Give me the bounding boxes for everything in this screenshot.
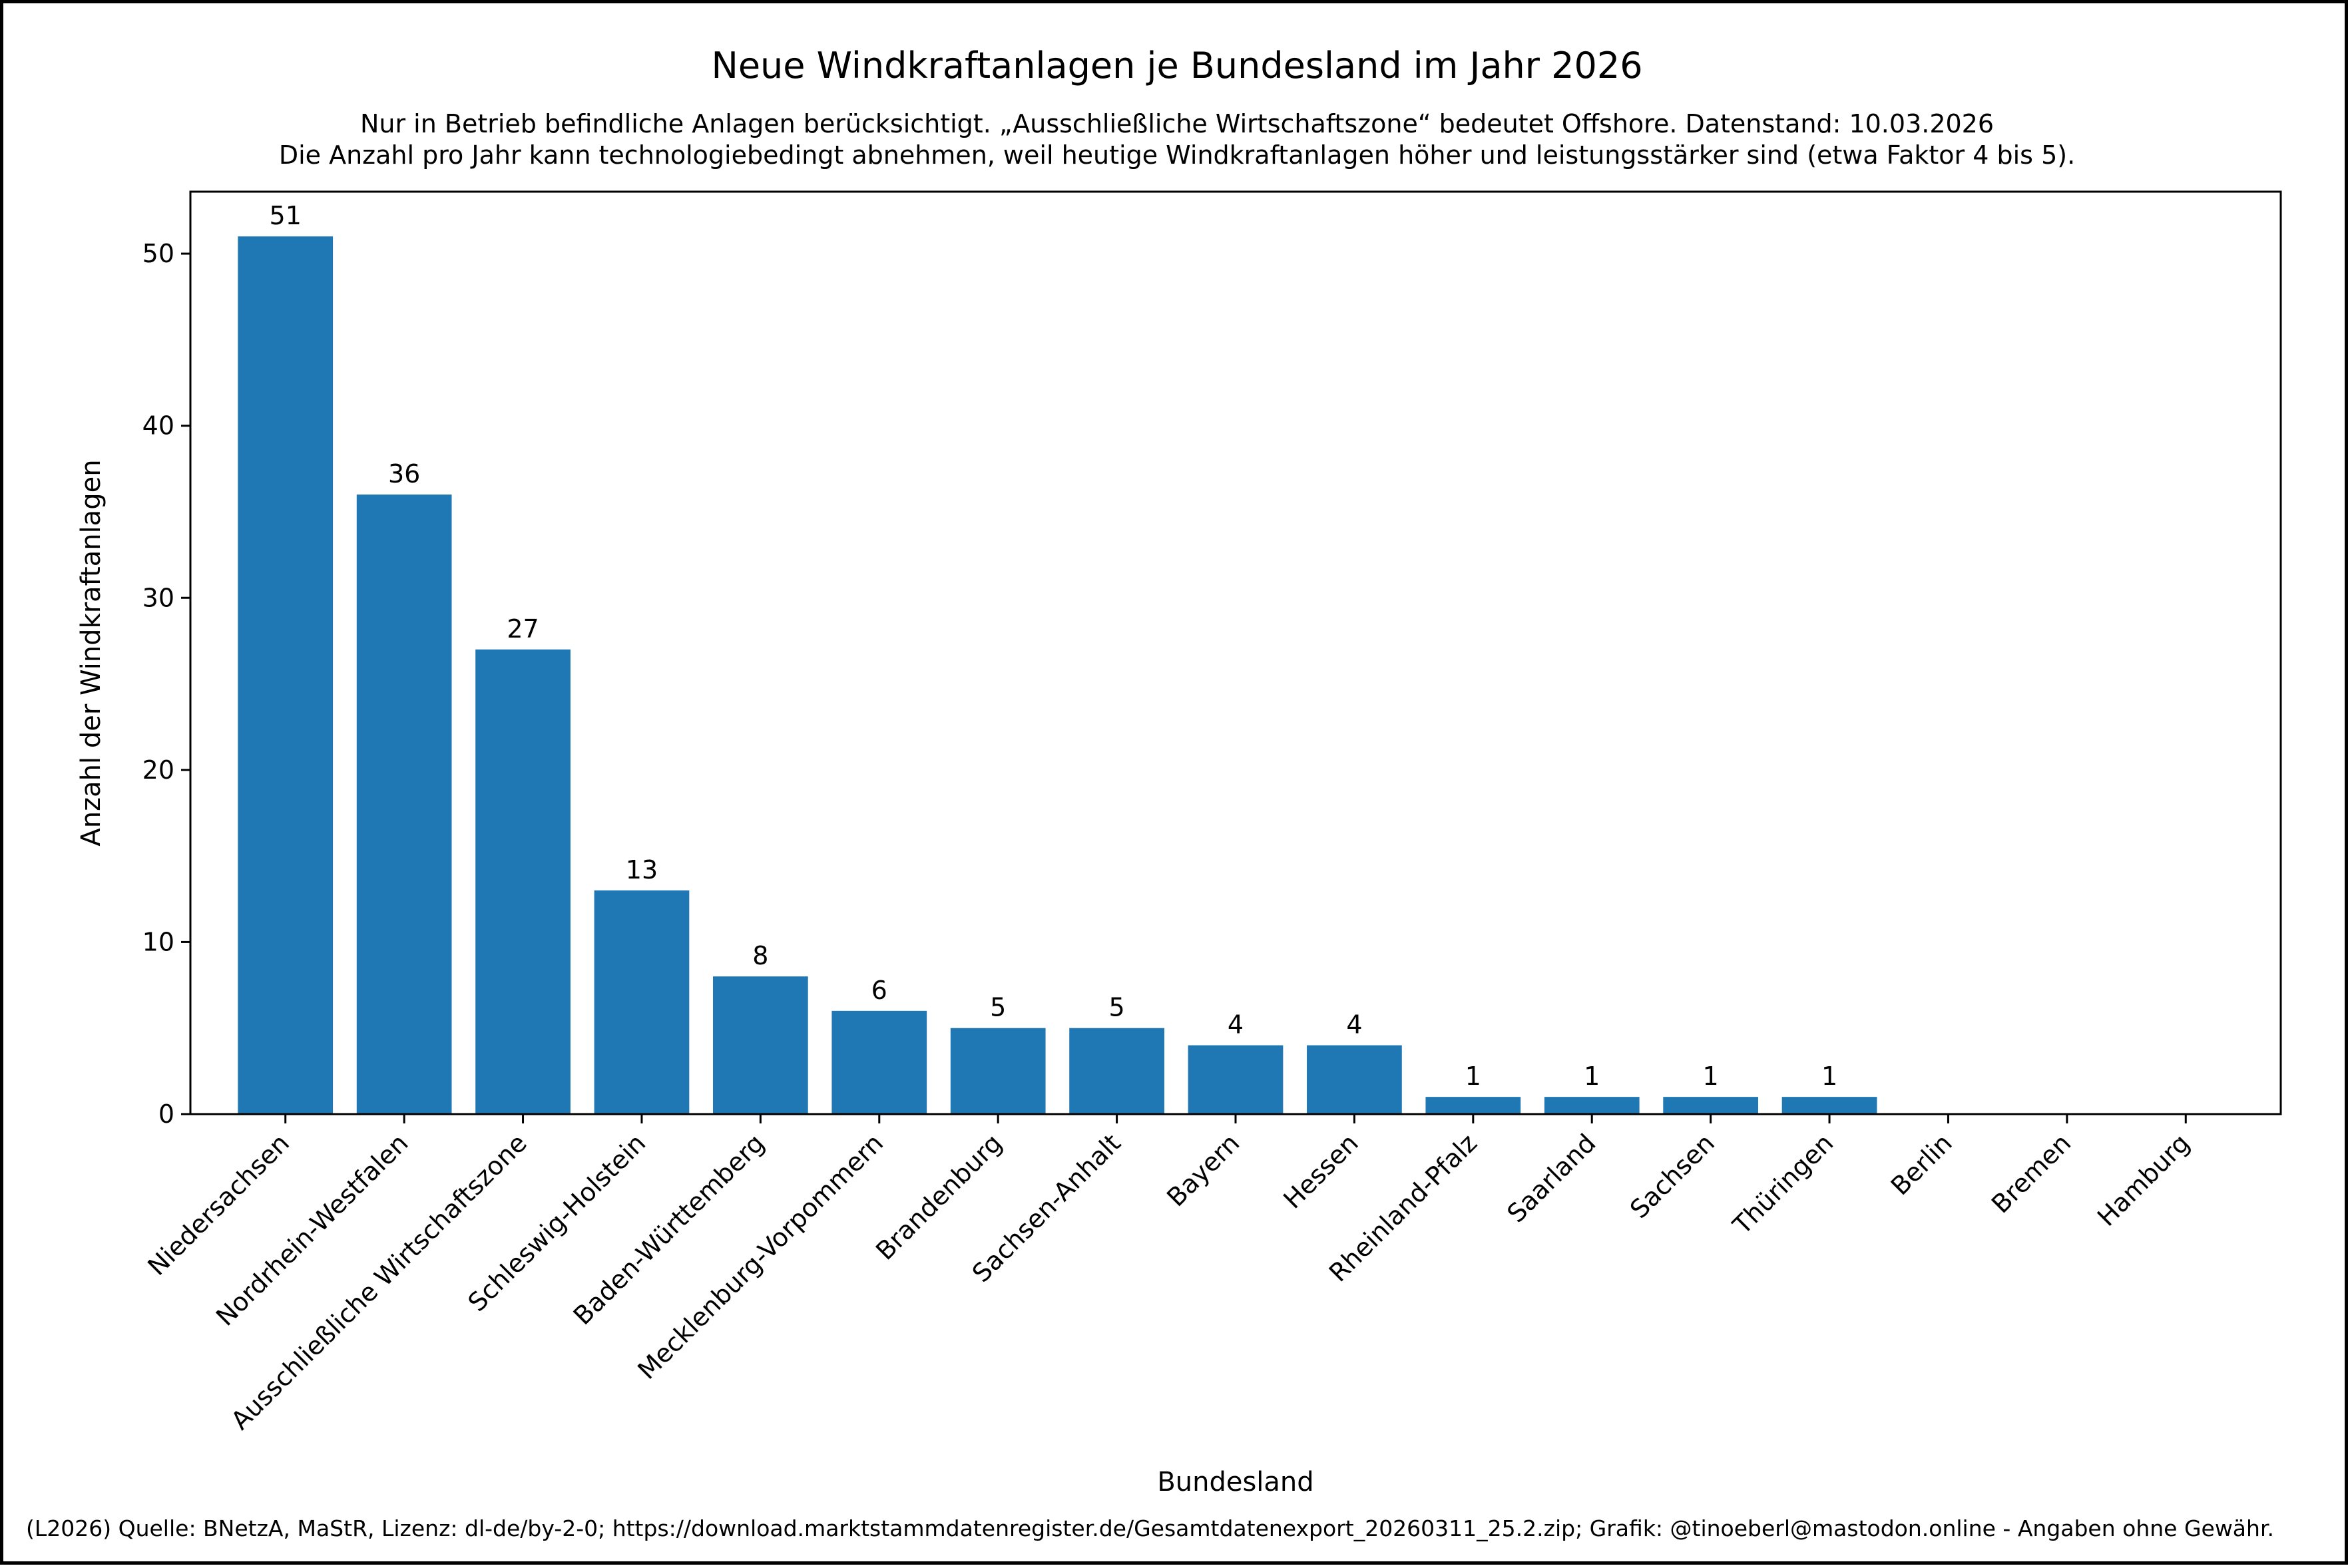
bar bbox=[1307, 1045, 1402, 1114]
y-tick-label: 20 bbox=[142, 755, 174, 785]
bar bbox=[1544, 1097, 1640, 1114]
bar bbox=[1663, 1097, 1758, 1114]
chart-subtitle-line-2: Die Anzahl pro Jahr kann technologiebedi… bbox=[279, 140, 2075, 170]
y-tick-label: 30 bbox=[142, 583, 174, 612]
bar bbox=[1425, 1097, 1521, 1114]
bar-chart: Neue Windkraftanlagen je Bundesland im J… bbox=[26, 45, 2282, 1541]
y-tick-label: 40 bbox=[142, 411, 174, 441]
bar-value-label: 5 bbox=[1108, 993, 1124, 1022]
chart-subtitle-line-1: Nur in Betrieb befindliche Anlagen berüc… bbox=[360, 109, 1994, 138]
bar bbox=[594, 890, 690, 1114]
bar bbox=[950, 1028, 1046, 1114]
bar-value-label: 51 bbox=[270, 201, 302, 230]
chart-title: Neue Windkraftanlagen je Bundesland im J… bbox=[711, 45, 1642, 87]
source-footer: (L2026) Quelle: BNetzA, MaStR, Lizenz: d… bbox=[26, 1515, 2274, 1541]
x-tick-label: Saarland bbox=[1501, 1128, 1601, 1228]
x-tick-label: Baden-Württemberg bbox=[568, 1128, 770, 1330]
x-axis-label: Bundesland bbox=[1157, 1467, 1313, 1497]
bar-value-label: 5 bbox=[990, 993, 1006, 1022]
x-tick-label: Bremen bbox=[1986, 1128, 2076, 1219]
x-tick-label: Hessen bbox=[1278, 1128, 1363, 1214]
y-tick-label: 0 bbox=[158, 1099, 174, 1129]
plot-area-frame bbox=[189, 190, 2282, 1115]
x-axis-ticks: NiedersachsenNordrhein-WestfalenAusschli… bbox=[142, 1114, 2196, 1436]
bar-value-label: 4 bbox=[1346, 1010, 1362, 1040]
bar-value-label: 27 bbox=[507, 614, 539, 644]
y-tick-label: 50 bbox=[142, 239, 174, 268]
x-tick-label: Berlin bbox=[1885, 1128, 1958, 1201]
bar bbox=[1781, 1097, 1877, 1114]
bar-value-label: 8 bbox=[752, 941, 768, 970]
x-tick-label: Hamburg bbox=[2092, 1128, 2196, 1232]
x-tick-label: Bayern bbox=[1161, 1128, 1245, 1212]
bar-value-label: 1 bbox=[1465, 1062, 1481, 1091]
bar-value-label: 4 bbox=[1228, 1010, 1244, 1040]
bar-value-label: 6 bbox=[871, 976, 887, 1005]
bar-data-labels: 51 36 27 13 8 6 5 5 4 4 1 1 1 1 bbox=[270, 201, 1838, 1091]
bar bbox=[831, 1010, 927, 1114]
bar-series bbox=[238, 236, 1877, 1115]
x-tick-label: Nordrhein-Westfalen bbox=[210, 1128, 414, 1332]
bar bbox=[713, 976, 808, 1114]
y-axis-ticks: 0 10 20 30 40 50 bbox=[142, 239, 190, 1129]
x-tick-label: Thüringen bbox=[1727, 1128, 1839, 1240]
y-tick-label: 10 bbox=[142, 927, 174, 956]
x-tick-label: Brandenburg bbox=[870, 1128, 1007, 1265]
bar-value-label: 1 bbox=[1821, 1062, 1837, 1091]
bar bbox=[1069, 1028, 1164, 1114]
bar bbox=[1188, 1045, 1284, 1114]
bar-value-label: 1 bbox=[1703, 1062, 1719, 1091]
bar bbox=[238, 236, 334, 1115]
x-tick-label: Sachsen bbox=[1624, 1128, 1720, 1224]
x-tick-label: Mecklenburg-Vorpommern bbox=[632, 1128, 889, 1385]
bar-value-label: 1 bbox=[1584, 1062, 1600, 1091]
y-axis-label: Anzahl der Windkraftanlagen bbox=[76, 459, 107, 846]
bar bbox=[475, 649, 571, 1114]
bar bbox=[356, 494, 452, 1114]
bar-value-label: 36 bbox=[388, 459, 420, 489]
bar-value-label: 13 bbox=[626, 855, 658, 884]
